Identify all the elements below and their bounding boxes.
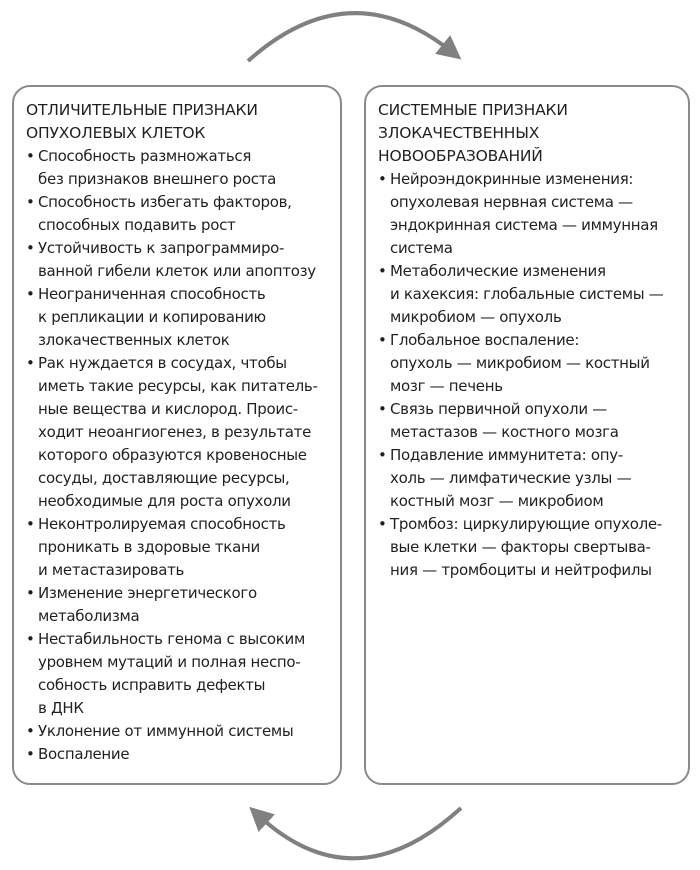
bullet-icon: • — [26, 354, 35, 372]
list-item: • Рак нуждается в сосудах, чтобы иметь та… — [26, 352, 330, 513]
bullet-icon: • — [378, 400, 387, 418]
list-item: • Тромбоз: циркулирующие опухоле- вые кле… — [378, 513, 678, 582]
list-item: • Подавление иммунитета: опу- холь — лимф… — [378, 444, 678, 513]
arrow-top-icon — [246, 11, 462, 63]
list-item-text: Рак нуждается в сосудах, чтобы иметь так… — [38, 354, 318, 510]
bullet-icon: • — [26, 239, 35, 257]
list-item-text: Неконтролируемая способность проникать в… — [38, 515, 286, 579]
left-box-title: ОТЛИЧИТЕЛЬНЫЕ ПРИЗНАКИ ОПУХОЛЕВЫХ КЛЕТОК — [26, 101, 258, 142]
bullet-icon: • — [378, 515, 387, 533]
list-item-text: Способность размножаться без признаков в… — [38, 147, 277, 188]
list-item-text: Способность избегать факторов, способных… — [38, 193, 292, 234]
list-item-text: Уклонение от иммунной системы — [38, 722, 294, 740]
tumor-cell-hallmarks-box: ОТЛИЧИТЕЛЬНЫЕ ПРИЗНАКИ ОПУХОЛЕВЫХ КЛЕТОК… — [12, 85, 342, 785]
list-item: • Глобальное воспаление: опухоль — микроб… — [378, 329, 678, 398]
list-item-text: Метаболические изменения и кахексия: гло… — [390, 262, 664, 326]
list-item: • Устойчивость к запрограммиро- ванной ги… — [26, 237, 330, 283]
list-item-text: Изменение энергетического метаболизма — [38, 584, 257, 625]
list-item-text: Тромбоз: циркулирующие опухоле- вые клет… — [390, 515, 662, 579]
list-item-text: Связь первичной опухоли — метастазов — к… — [390, 400, 619, 441]
list-item-text: Подавление иммунитета: опу- холь — лимфа… — [390, 446, 632, 510]
bullet-icon: • — [26, 147, 35, 165]
bullet-icon: • — [378, 331, 387, 349]
bullet-icon: • — [378, 262, 387, 280]
list-item-text: Нейроэндокринные изменения: опухолевая н… — [390, 170, 658, 257]
bullet-icon: • — [26, 193, 35, 211]
bullet-icon: • — [26, 584, 35, 602]
bullet-icon: • — [378, 170, 387, 188]
right-list: • Нейроэндокринные изменения: опухолевая … — [378, 168, 678, 582]
list-item: • Воспаление — [26, 743, 330, 766]
list-item: • Уклонение от иммунной системы — [26, 720, 330, 743]
list-item-text: Глобальное воспаление: опухоль — микроби… — [390, 331, 650, 395]
bullet-icon: • — [26, 515, 35, 533]
list-item-text: Воспаление — [38, 745, 130, 763]
list-item: • Нестабильность генома с высоким уровнем… — [26, 628, 330, 720]
list-item: • Нейроэндокринные изменения: опухолевая … — [378, 168, 678, 260]
bullet-icon: • — [378, 446, 387, 464]
list-item: • Способность размножаться без признаков … — [26, 145, 330, 191]
right-box-title: СИСТЕМНЫЕ ПРИЗНАКИ ЗЛОКАЧЕСТВЕННЫХ НОВОО… — [378, 101, 568, 165]
list-item: • Неограниченная способность к репликации… — [26, 283, 330, 352]
left-list: • Способность размножаться без признаков … — [26, 145, 330, 766]
bullet-icon: • — [26, 630, 35, 648]
list-item-text: Нестабильность генома с высоким уровнем … — [38, 630, 306, 717]
bullet-icon: • — [26, 745, 35, 763]
arrow-bottom-icon — [249, 806, 463, 861]
list-item: • Изменение энергетического метаболизма — [26, 582, 330, 628]
bullet-icon: • — [26, 285, 35, 303]
list-item: • Способность избегать факторов, способны… — [26, 191, 330, 237]
systemic-hallmarks-box: СИСТЕМНЫЕ ПРИЗНАКИ ЗЛОКАЧЕСТВЕННЫХ НОВОО… — [364, 85, 690, 785]
list-item-text: Устойчивость к запрограммиро- ванной гиб… — [38, 239, 316, 280]
list-item-text: Неограниченная способность к репликации … — [38, 285, 266, 349]
list-item: • Связь первичной опухоли — метастазов — … — [378, 398, 678, 444]
bullet-icon: • — [26, 722, 35, 740]
list-item: • Неконтролируемая способность проникать … — [26, 513, 330, 582]
list-item: • Метаболические изменения и кахексия: гл… — [378, 260, 678, 329]
